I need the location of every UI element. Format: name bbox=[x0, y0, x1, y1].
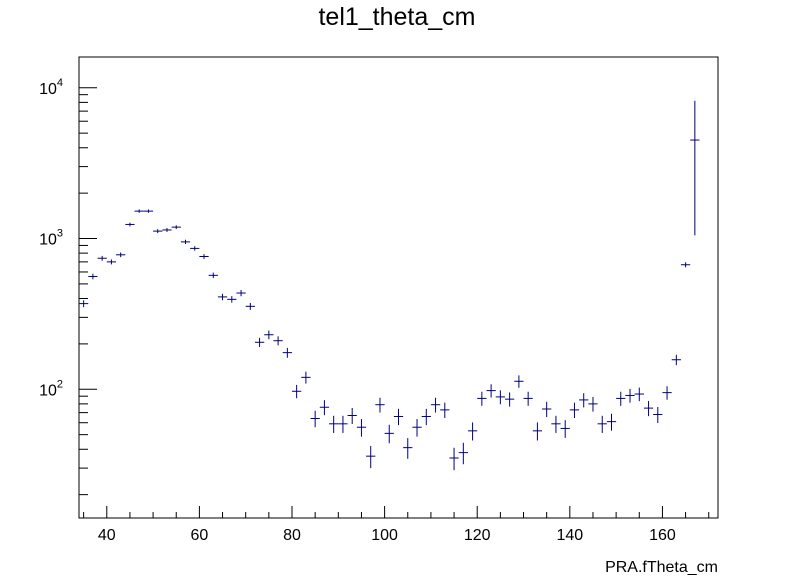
x-tick-label: 160 bbox=[649, 527, 676, 544]
data-points bbox=[79, 100, 700, 471]
x-axis-label: PRA.fTheta_cm bbox=[605, 559, 718, 576]
data-point bbox=[643, 400, 654, 417]
data-point bbox=[236, 289, 246, 297]
data-point bbox=[116, 252, 126, 258]
data-point bbox=[301, 371, 311, 384]
y-tick-base: 10 bbox=[39, 382, 57, 399]
y-tick-exponent: 4 bbox=[57, 77, 63, 89]
data-point bbox=[532, 422, 543, 441]
data-point bbox=[245, 302, 255, 310]
plot-frame bbox=[78, 56, 719, 519]
data-point bbox=[106, 259, 117, 265]
data-point bbox=[125, 222, 135, 227]
data-point bbox=[319, 400, 330, 416]
data-point bbox=[542, 401, 552, 418]
data-point bbox=[79, 300, 89, 308]
data-point bbox=[190, 246, 200, 251]
data-point bbox=[653, 407, 663, 423]
data-point bbox=[458, 442, 468, 465]
data-point bbox=[292, 384, 302, 399]
data-point bbox=[551, 415, 561, 433]
data-point bbox=[625, 388, 635, 403]
data-point bbox=[153, 229, 163, 234]
y-tick-label: 103 bbox=[39, 228, 63, 249]
data-point bbox=[505, 392, 515, 407]
data-point bbox=[180, 239, 191, 245]
data-point bbox=[97, 255, 107, 261]
y-tick-label: 102 bbox=[39, 378, 63, 399]
data-point bbox=[440, 402, 450, 419]
data-point bbox=[579, 393, 589, 408]
data-point bbox=[338, 415, 348, 433]
data-point bbox=[662, 386, 672, 400]
data-point bbox=[143, 209, 154, 213]
data-point bbox=[560, 420, 570, 438]
data-point bbox=[384, 424, 394, 444]
data-point bbox=[690, 100, 700, 236]
data-point bbox=[162, 228, 172, 232]
data-point bbox=[597, 415, 607, 433]
data-point bbox=[356, 419, 367, 437]
data-point bbox=[347, 407, 357, 425]
data-point bbox=[403, 438, 413, 459]
data-point bbox=[606, 413, 617, 431]
data-point bbox=[412, 419, 422, 437]
x-tick-label: 60 bbox=[190, 527, 208, 544]
data-point bbox=[523, 391, 533, 406]
data-point bbox=[486, 384, 496, 398]
data-point bbox=[264, 330, 274, 340]
data-point bbox=[671, 354, 681, 366]
data-point bbox=[88, 273, 98, 280]
data-point bbox=[467, 422, 478, 441]
data-point bbox=[616, 391, 626, 406]
data-point bbox=[430, 397, 441, 413]
x-tick-label: 80 bbox=[283, 527, 301, 544]
y-tick-exponent: 3 bbox=[57, 228, 63, 240]
x-tick-label: 140 bbox=[556, 527, 583, 544]
data-point bbox=[217, 293, 228, 301]
data-point bbox=[634, 387, 644, 402]
y-tick-exponent: 2 bbox=[57, 378, 63, 390]
data-point bbox=[495, 390, 505, 405]
data-point bbox=[449, 447, 459, 471]
data-point bbox=[375, 397, 385, 413]
data-point bbox=[329, 415, 339, 433]
data-point bbox=[366, 446, 376, 469]
data-point bbox=[588, 396, 598, 412]
data-point bbox=[393, 408, 404, 426]
data-point bbox=[134, 209, 144, 213]
data-point bbox=[282, 347, 292, 358]
data-point bbox=[477, 391, 487, 406]
x-tick-label: 120 bbox=[464, 527, 491, 544]
data-point bbox=[171, 225, 181, 230]
data-point bbox=[227, 296, 237, 303]
x-tick-label: 40 bbox=[98, 527, 116, 544]
data-point bbox=[254, 337, 265, 348]
data-point bbox=[273, 336, 283, 346]
x-tick-label: 100 bbox=[371, 527, 398, 544]
data-point bbox=[514, 375, 524, 388]
y-tick-base: 10 bbox=[39, 81, 57, 98]
data-point bbox=[569, 402, 580, 419]
chart-title: tel1_theta_cm bbox=[318, 3, 475, 31]
data-point bbox=[199, 254, 209, 259]
data-point bbox=[680, 262, 691, 268]
data-point bbox=[421, 408, 431, 426]
y-tick-base: 10 bbox=[39, 232, 57, 249]
data-point bbox=[310, 410, 320, 428]
y-tick-label: 104 bbox=[39, 77, 63, 98]
data-point bbox=[208, 272, 218, 279]
